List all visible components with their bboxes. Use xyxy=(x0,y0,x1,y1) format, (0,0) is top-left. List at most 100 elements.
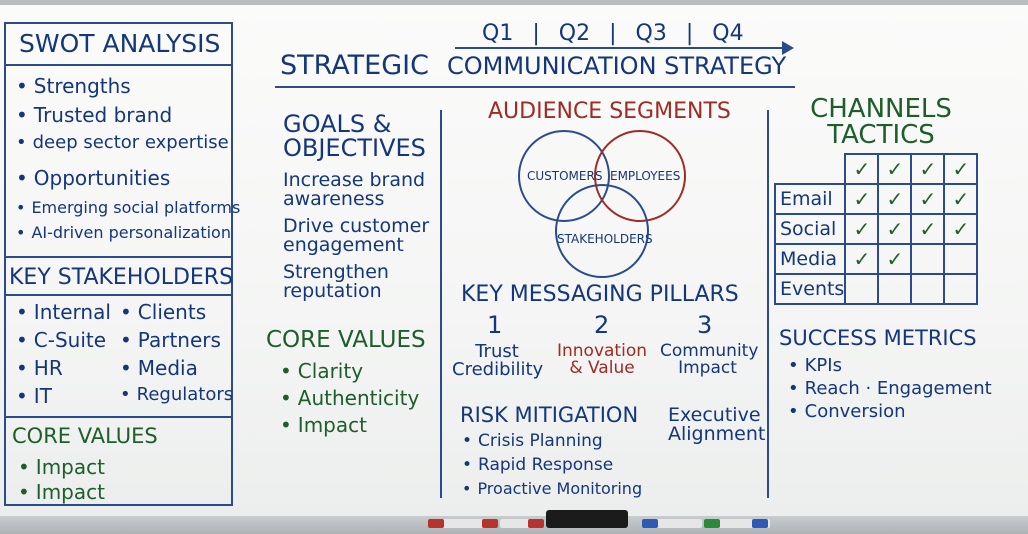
list-item: • deep sector expertise xyxy=(16,132,229,153)
list-item: • C-Suite xyxy=(16,328,107,352)
left-panel-frame xyxy=(4,22,233,506)
green-marker-cap xyxy=(704,519,720,528)
pillar-1-text: Trust Credibility xyxy=(452,341,544,380)
list-item: • Reach · Engagement xyxy=(788,378,992,399)
venn-employees-label: EMPLOYEES xyxy=(610,169,681,183)
audience-title: AUDIENCE SEGMENTS xyxy=(488,99,731,124)
list-item: • Opportunities xyxy=(16,166,171,190)
arrow-head-icon xyxy=(782,41,794,55)
list-item: • Clients xyxy=(120,300,207,324)
check-icon: ✓ xyxy=(877,183,913,215)
list-item: • Emerging social platforms xyxy=(16,198,241,217)
metrics-list: • KPIs • Reach · Engagement • Conversion xyxy=(788,357,992,426)
empty-cell xyxy=(910,273,946,305)
eraser[interactable] xyxy=(546,510,628,528)
header-check-icon: ✓ xyxy=(844,153,880,185)
metrics-title: SUCCESS METRICS xyxy=(779,326,977,350)
swot-title-underline xyxy=(6,64,231,66)
header-check-icon: ✓ xyxy=(877,153,913,185)
core-values-mid-title: CORE VALUES xyxy=(266,327,426,353)
list-item: • HR xyxy=(16,356,63,380)
divider-1 xyxy=(440,110,442,498)
channel-label: Media xyxy=(773,243,847,275)
channels-title: CHANNELS TACTICS xyxy=(810,94,952,150)
venn-employees-circle xyxy=(594,130,686,222)
list-item: • Impact xyxy=(18,480,105,504)
table-row: Events xyxy=(773,273,979,305)
check-icon: ✓ xyxy=(844,213,880,245)
blue-marker-cap xyxy=(752,519,768,528)
pillars-title: KEY MESSAGING PILLARS xyxy=(461,282,739,307)
check-icon: ✓ xyxy=(844,183,880,215)
channel-label: Email xyxy=(773,183,847,215)
check-icon: ✓ xyxy=(910,213,946,245)
check-icon: ✓ xyxy=(877,243,913,275)
blue-marker[interactable] xyxy=(642,519,702,528)
swot-divider xyxy=(6,256,231,258)
table-row: Email ✓ ✓ ✓ ✓ xyxy=(773,183,979,215)
list-item: • Internal xyxy=(16,300,111,324)
core-values-mid-list: • Clarity • Authenticity • Impact xyxy=(280,361,419,442)
stakeholders-title: KEY STAKEHOLDERS xyxy=(9,265,234,290)
venn-customers-label: CUSTOMERS xyxy=(527,169,603,183)
list-item: • Media xyxy=(120,356,198,380)
venn-stakeholders-circle xyxy=(555,184,649,278)
venn-stakeholders-label: STAKEHOLDERS xyxy=(557,232,653,246)
quarter-label: Q3 xyxy=(635,21,667,46)
list-item: • Trusted brand xyxy=(16,103,173,127)
red-marker[interactable] xyxy=(428,519,498,528)
list-item: • Strengths xyxy=(16,74,131,98)
core-values-left-list: • Impact • Impact xyxy=(18,457,105,507)
red-marker-cap xyxy=(482,519,498,528)
list-item: • Clarity xyxy=(280,359,364,383)
list-item: • Regulators xyxy=(120,384,234,405)
pillar-2-text: Innovation & Value xyxy=(556,341,647,378)
red-marker-2[interactable] xyxy=(500,519,544,528)
list-item: • Impact xyxy=(280,413,367,437)
stakeholders-divider xyxy=(6,416,231,418)
stakeholders-left-list: • Internal • C-Suite • HR • IT xyxy=(16,302,111,414)
goals-list: Increase brand awareness Drive customer … xyxy=(283,169,430,302)
list-item: • IT xyxy=(16,384,52,408)
risk-list: • Crisis Planning • Rapid Response • Proact… xyxy=(462,433,642,505)
empty-cell xyxy=(943,273,979,305)
table-row: Social ✓ ✓ ✓ ✓ xyxy=(773,213,979,245)
green-marker[interactable] xyxy=(704,519,770,528)
empty-cell xyxy=(844,273,880,305)
core-values-left-title: CORE VALUES xyxy=(12,424,158,448)
list-item: • Partners xyxy=(120,328,221,352)
divider-2 xyxy=(767,110,769,498)
title-underline xyxy=(275,86,795,88)
stakeholders-right-list: • Clients • Partners • Media • Regulators xyxy=(120,302,233,414)
page-title: STRATEGIC COMMUNICATION STRATEGY xyxy=(280,50,787,81)
timeline-arrow-line xyxy=(455,47,785,49)
check-icon: ✓ xyxy=(877,213,913,245)
quarter-label: Q2 xyxy=(558,21,591,46)
list-item: • Proactive Monitoring xyxy=(462,479,643,498)
channel-label: Events xyxy=(773,273,847,305)
venn-diagram xyxy=(518,130,686,278)
swot-title: SWOT ANALYSIS xyxy=(19,29,221,58)
header-check-icon: ✓ xyxy=(943,153,979,185)
pillar-2-number: 2 xyxy=(594,311,610,339)
red-marker-cap xyxy=(428,519,444,528)
risk-title: RISK MITIGATION xyxy=(460,403,639,427)
list-item: • Crisis Planning xyxy=(462,431,603,451)
list-item: • Impact xyxy=(18,455,105,479)
stakeholders-title-underline xyxy=(6,294,231,296)
list-item: • KPIs xyxy=(788,355,842,376)
list-item: • AI-driven personalization xyxy=(16,223,231,242)
empty-cell xyxy=(877,273,913,305)
quarter-label: Q4 xyxy=(712,21,744,46)
pillar-3-text: Community Impact xyxy=(660,341,759,378)
check-icon: ✓ xyxy=(943,183,979,215)
channel-label: Social xyxy=(773,213,847,245)
check-icon: ✓ xyxy=(943,213,979,245)
pillar-3-number: 3 xyxy=(697,311,713,339)
empty-cell xyxy=(910,243,946,275)
list-item: • Authenticity xyxy=(280,386,420,410)
list-item: • Rapid Response xyxy=(462,455,614,475)
table-row: Media ✓ ✓ xyxy=(773,243,979,275)
red-marker-cap xyxy=(528,519,544,528)
blue-marker-cap xyxy=(642,519,658,528)
